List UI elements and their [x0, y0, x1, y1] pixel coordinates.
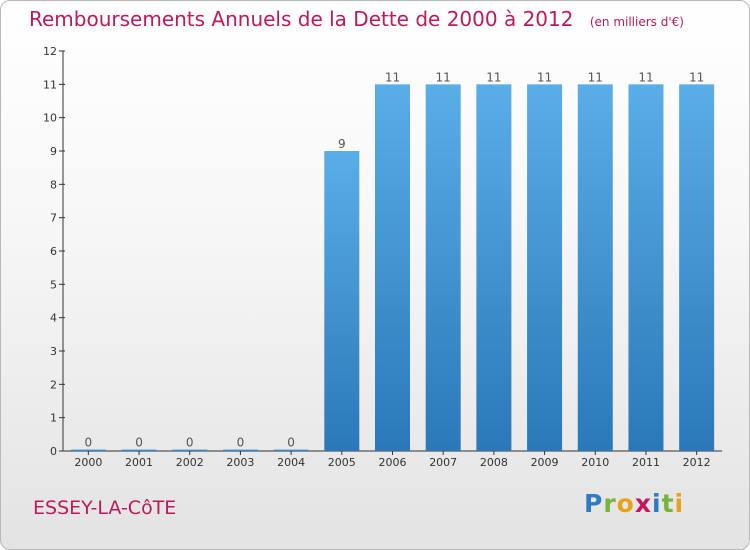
logo-letter: x	[634, 489, 652, 518]
bar-value-label: 11	[588, 70, 603, 84]
y-tick-label: 7	[50, 212, 57, 225]
y-tick-label: 3	[50, 345, 57, 358]
bar-value-label: 0	[186, 436, 194, 450]
bar-value-label: 11	[537, 70, 552, 84]
logo-letter: r	[603, 489, 617, 518]
chart-title: Remboursements Annuels de la Dette de 20…	[29, 7, 684, 31]
x-tick-label: 2012	[683, 456, 711, 469]
bar	[527, 84, 563, 451]
bar	[577, 84, 613, 451]
chart-unit: (en milliers d'€)	[589, 15, 684, 29]
bar	[324, 151, 360, 451]
y-tick-label: 8	[50, 178, 57, 191]
x-tick-label: 2004	[277, 456, 305, 469]
chart-title-text: Remboursements Annuels de la Dette de 20…	[29, 7, 574, 31]
y-tick-label: 2	[50, 378, 57, 391]
y-tick-label: 1	[50, 412, 57, 425]
x-tick-label: 2003	[226, 456, 254, 469]
bar-value-label: 9	[338, 137, 346, 151]
bar	[375, 84, 410, 451]
y-tick-label: 0	[50, 445, 57, 458]
x-tick-label: 2000	[74, 456, 102, 469]
y-tick-label: 4	[50, 312, 57, 325]
logo-letter: t	[661, 489, 675, 518]
bar-value-label: 0	[287, 436, 295, 450]
x-tick-label: 2007	[429, 456, 457, 469]
bar-value-label: 11	[385, 70, 400, 84]
bar	[679, 84, 715, 451]
x-tick-label: 2001	[125, 456, 153, 469]
x-tick-label: 2002	[176, 456, 204, 469]
place-name: ESSEY-LA-CôTE	[33, 497, 177, 519]
x-tick-label: 2011	[632, 456, 660, 469]
y-tick-label: 5	[50, 278, 57, 291]
y-tick-label: 6	[50, 245, 57, 258]
bar-value-label: 0	[135, 436, 143, 450]
x-tick-label: 2008	[480, 456, 508, 469]
bar-value-label: 11	[436, 70, 451, 84]
y-tick-label: 10	[43, 112, 57, 125]
bar-value-label: 11	[638, 70, 653, 84]
y-tick-label: 12	[43, 45, 57, 58]
bar	[70, 449, 106, 451]
bar	[628, 84, 664, 451]
bar	[172, 449, 208, 451]
bar-value-label: 11	[689, 70, 704, 84]
x-tick-label: 2010	[581, 456, 609, 469]
y-tick-label: 9	[50, 145, 57, 158]
logo-letter: i	[652, 489, 662, 518]
logo-letter: i	[674, 489, 685, 518]
x-tick-label: 2009	[531, 456, 559, 469]
logo-letter: P	[584, 489, 604, 518]
bar-value-label: 0	[85, 436, 93, 450]
x-tick-label: 2006	[379, 456, 407, 469]
proxiti-logo: Proxiti	[584, 489, 684, 518]
logo-letter: o	[616, 489, 635, 518]
bar	[121, 449, 157, 451]
bar-value-label: 0	[237, 436, 245, 450]
x-tick-label: 2005	[328, 456, 356, 469]
bar-value-label: 11	[486, 70, 501, 84]
bar	[222, 449, 258, 451]
bar	[425, 84, 461, 451]
y-tick-label: 11	[43, 78, 57, 91]
bar	[476, 84, 512, 451]
bar	[273, 449, 309, 451]
